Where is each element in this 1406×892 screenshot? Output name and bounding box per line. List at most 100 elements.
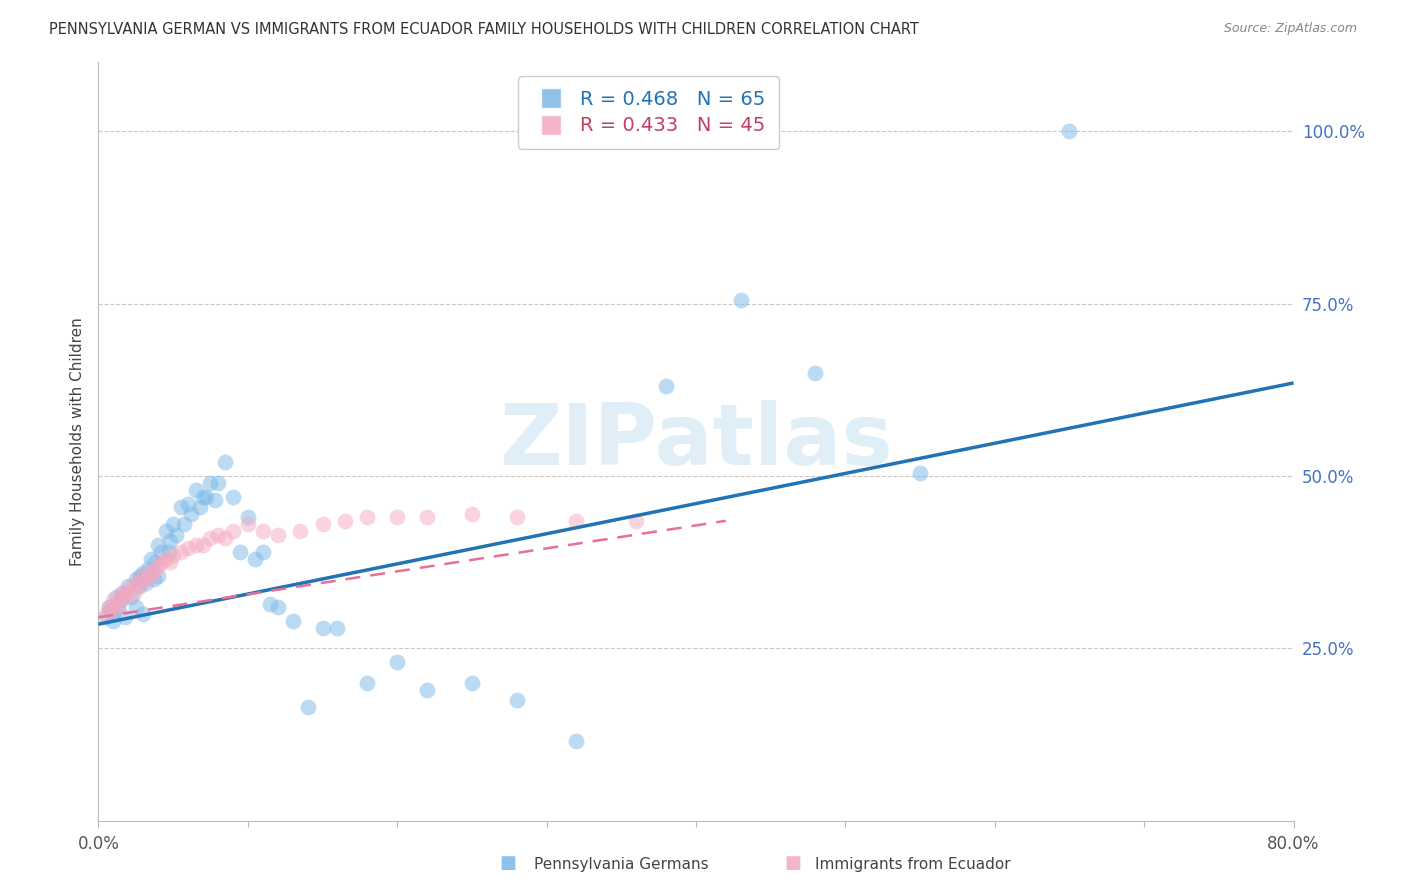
Point [132,566,155,580]
Point [162,517,184,532]
Point [155,551,177,566]
Point [204,493,226,508]
Point [191,538,214,552]
Point [103,614,125,628]
Point [1059,124,1081,138]
Point [135,575,157,590]
Point [356,675,378,690]
Point [177,541,200,556]
Point [311,517,333,532]
Point [138,566,160,580]
Point [128,579,150,593]
Point [385,655,409,669]
Point [97,599,120,614]
Point [200,475,222,490]
Point [98,603,122,617]
Point [157,545,180,559]
Point [416,682,439,697]
Point [125,573,148,587]
Point [565,514,588,528]
Point [129,579,152,593]
Point [124,586,146,600]
Point [356,510,378,524]
Point [139,551,162,566]
Point [222,490,245,504]
Point [107,599,129,614]
Point [141,569,163,583]
Point [908,466,931,480]
Point [184,538,207,552]
Point [103,593,125,607]
Text: Pennsylvania Germans: Pennsylvania Germans [534,857,709,872]
Point [148,569,170,583]
Point [214,531,236,545]
Point [136,562,159,576]
Point [110,593,132,607]
Point [229,545,252,559]
Point [159,534,181,549]
Point [207,475,229,490]
Point [288,524,311,538]
Point [173,517,195,532]
Point [259,597,281,611]
Point [132,569,155,583]
Point [180,507,202,521]
Point [110,590,132,604]
Point [236,517,259,532]
Y-axis label: Family Households with Children: Family Households with Children [69,318,84,566]
Point [655,379,678,393]
Text: ■: ■ [785,855,801,872]
Point [506,693,529,707]
Point [177,497,200,511]
Point [252,545,274,559]
Point [150,555,173,569]
Point [184,483,207,497]
Point [135,573,157,587]
Point [385,510,409,524]
Point [195,490,218,504]
Point [98,603,122,617]
Text: ■: ■ [499,855,516,872]
Point [281,614,304,628]
Point [326,621,349,635]
Point [129,569,152,583]
Point [461,507,484,521]
Point [114,610,136,624]
Text: Source: ZipAtlas.com: Source: ZipAtlas.com [1223,22,1357,36]
Point [117,582,139,597]
Point [506,510,529,524]
Point [94,610,117,624]
Point [105,597,128,611]
Point [245,551,267,566]
Point [804,366,827,380]
Point [207,527,229,541]
Point [461,675,484,690]
Legend: R = 0.468   N = 65, R = 0.433   N = 45: R = 0.468 N = 65, R = 0.433 N = 45 [517,76,779,149]
Point [236,510,259,524]
Point [565,734,588,748]
Point [191,490,214,504]
Point [142,573,165,587]
Point [297,699,319,714]
Point [165,527,187,541]
Point [148,538,170,552]
Point [148,558,170,573]
Text: PENNSYLVANIA GERMAN VS IMMIGRANTS FROM ECUADOR FAMILY HOUSEHOLDS WITH CHILDREN C: PENNSYLVANIA GERMAN VS IMMIGRANTS FROM E… [49,22,920,37]
Point [188,500,211,514]
Point [143,555,166,569]
Point [120,579,142,593]
Point [132,607,155,621]
Point [97,599,120,614]
Point [333,514,356,528]
Point [114,590,136,604]
Point [120,590,142,604]
Point [111,586,134,600]
Point [125,599,148,614]
Point [169,500,191,514]
Point [94,607,117,621]
Point [267,599,290,614]
Point [169,545,191,559]
Point [267,527,290,541]
Point [162,548,184,563]
Point [143,562,166,576]
